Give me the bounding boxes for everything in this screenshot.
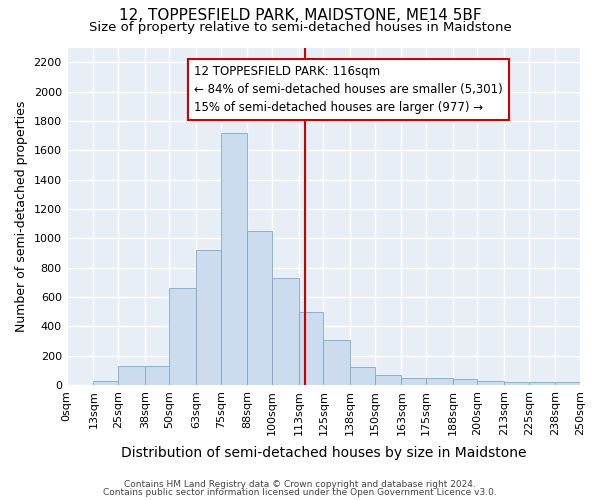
Bar bbox=[350, 368, 374, 385]
Bar bbox=[529, 382, 556, 385]
Text: Contains public sector information licensed under the Open Government Licence v3: Contains public sector information licen… bbox=[103, 488, 497, 497]
Text: Contains HM Land Registry data © Crown copyright and database right 2024.: Contains HM Land Registry data © Crown c… bbox=[124, 480, 476, 489]
Bar bbox=[323, 340, 350, 385]
Bar bbox=[94, 382, 118, 385]
Bar bbox=[221, 132, 247, 385]
Bar bbox=[504, 382, 529, 385]
Bar bbox=[426, 378, 452, 385]
Text: 12, TOPPESFIELD PARK, MAIDSTONE, ME14 5BF: 12, TOPPESFIELD PARK, MAIDSTONE, ME14 5B… bbox=[119, 8, 481, 22]
Bar bbox=[118, 366, 145, 385]
Bar bbox=[196, 250, 221, 385]
Bar bbox=[478, 382, 504, 385]
Bar bbox=[299, 312, 323, 385]
Bar bbox=[145, 366, 169, 385]
Text: Size of property relative to semi-detached houses in Maidstone: Size of property relative to semi-detach… bbox=[89, 21, 511, 34]
X-axis label: Distribution of semi-detached houses by size in Maidstone: Distribution of semi-detached houses by … bbox=[121, 446, 526, 460]
Bar bbox=[169, 288, 196, 385]
Bar bbox=[556, 382, 580, 385]
Text: 12 TOPPESFIELD PARK: 116sqm
← 84% of semi-detached houses are smaller (5,301)
15: 12 TOPPESFIELD PARK: 116sqm ← 84% of sem… bbox=[194, 65, 503, 114]
Bar bbox=[401, 378, 426, 385]
Bar bbox=[272, 278, 299, 385]
Bar bbox=[452, 379, 478, 385]
Y-axis label: Number of semi-detached properties: Number of semi-detached properties bbox=[15, 100, 28, 332]
Bar bbox=[374, 375, 401, 385]
Bar bbox=[247, 231, 272, 385]
